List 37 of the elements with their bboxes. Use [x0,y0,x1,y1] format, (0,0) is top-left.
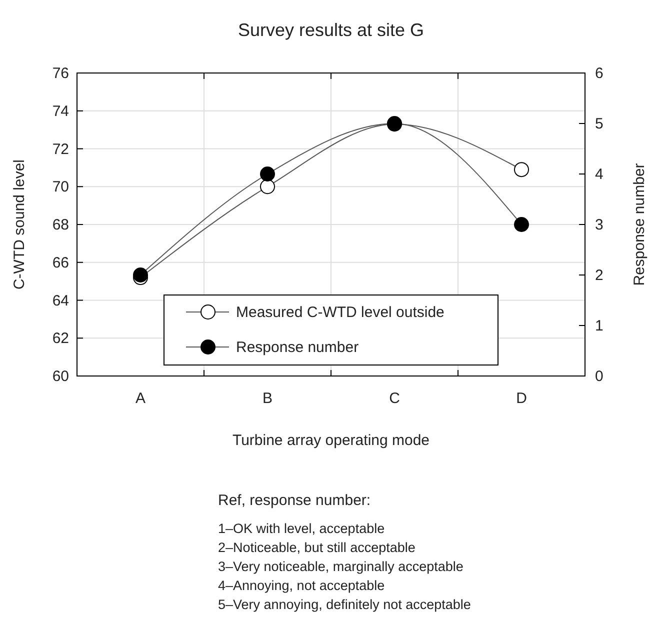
y2-tick-label: 3 [595,216,604,234]
x-tick-label: C [389,390,400,407]
text: 3–Very noticeable, marginally acceptable [218,559,464,574]
y-tick-label: 68 [52,216,69,234]
y2-tick-label: 6 [595,65,604,82]
text: 5–Very annoying, definitely not acceptable [218,597,471,612]
chart-title: Survey results at site G [238,20,424,40]
y-tick-label: 60 [52,368,69,385]
y-tick-label: 70 [52,178,69,196]
legend-label: Response number [236,339,359,356]
y2-tick-label: 2 [595,267,604,284]
text: 1–OK with level, acceptable [218,521,385,536]
point [514,162,529,178]
text: Ref, response number: [218,492,371,509]
x-axis-title: Turbine array operating mode [232,432,430,449]
x-tick-label: A [135,390,146,407]
y2-tick-label: 4 [595,166,604,183]
x-tick-label: B [262,390,273,407]
point [514,217,529,232]
point [133,268,148,282]
y2-tick-label: 0 [595,368,604,385]
y-tick-label: 74 [52,102,69,120]
point [260,179,275,194]
y-tick-label: 64 [52,292,69,310]
y2-axis-title: Response number [631,163,648,286]
legend-label: Measured C-WTD level outside [236,304,444,321]
x-tick-label: D [516,390,528,407]
y-tick-label: 66 [52,254,69,272]
y2-tick-label: 1 [595,318,604,334]
y-tick-label: 72 [52,140,69,158]
y-tick-label: 76 [52,65,69,82]
point [260,166,275,182]
y2-tick-label: 5 [595,116,604,132]
y-axis-title: C-WTD sound level [11,159,28,290]
text: 4–Annoying, not acceptable [218,578,385,593]
text: 2–Noticeable, but still acceptable [218,540,416,555]
y-tick-label: 62 [52,330,69,348]
